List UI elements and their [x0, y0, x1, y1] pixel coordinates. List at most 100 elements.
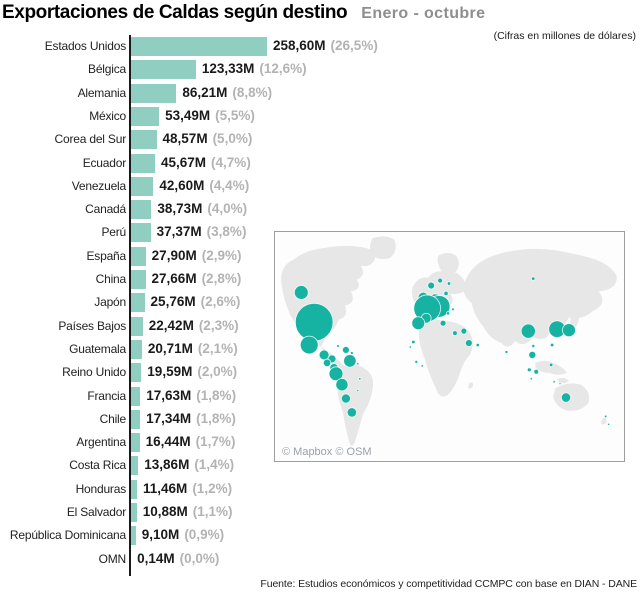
bar-row: República Dominicana 9,10M (0,9%)	[0, 524, 640, 547]
map-bubble-india	[504, 350, 509, 354]
bar-row: Guatemala 20,71M (2,1%)	[0, 338, 640, 361]
map-bubble-indonesia	[552, 380, 556, 384]
bar-label: Chile	[99, 411, 127, 426]
bar-percent: (4,7%)	[211, 154, 251, 170]
bar-value-group: 48,57M (5,0%)	[163, 131, 253, 146]
bar-row: España 27,90M (2,9%)	[0, 245, 640, 268]
map-bubble-guatemala	[318, 349, 330, 361]
bar-row: Perú 37,37M (3,8%)	[0, 221, 640, 244]
bar-value: 45,67M	[161, 154, 207, 170]
map-bubble-cuba	[336, 344, 340, 348]
world-map-svg	[281, 236, 617, 446]
bar-row: Costa Rica 13,86M (1,4%)	[0, 454, 640, 477]
bar-value-group: 45,67M (4,7%)	[161, 155, 251, 170]
bar	[131, 409, 141, 429]
map-bubble-suecia	[437, 277, 443, 284]
bar-value: 16,44M	[145, 434, 191, 450]
bar-value: 20,71M	[147, 340, 193, 356]
bar-percent: (2,1%)	[197, 340, 238, 356]
bar-value: 42,60M	[159, 177, 205, 193]
map-bubble-turquia	[460, 327, 468, 335]
bar	[131, 316, 143, 336]
map-bubble-estados-unidos	[294, 302, 334, 342]
page-title: Exportaciones de Caldas según destino	[2, 2, 348, 23]
bar	[131, 479, 138, 499]
bar-value: 0,14M	[137, 550, 175, 566]
bar	[131, 293, 145, 313]
subtitle-period: Enero - octubre	[361, 5, 486, 22]
bar-value: 38,73M	[157, 201, 203, 217]
map-bubble-chile	[340, 393, 351, 404]
bar-label: Francia	[87, 388, 126, 403]
bar-label: China	[95, 272, 127, 286]
map-bubble-argentina	[346, 407, 357, 418]
bar-label: Japón	[94, 295, 126, 310]
bar-value-group: 86,21M (8,8%)	[182, 85, 272, 100]
bar	[131, 60, 196, 80]
bar-row: Honduras 11,46M (1,2%)	[0, 478, 640, 501]
bar-value-group: 22,42M (2,3%)	[149, 318, 239, 333]
bar-value: 22,42M	[148, 317, 194, 333]
bar-value-group: 42,60M (4,4%)	[159, 178, 249, 193]
bar-value: 25,76M	[150, 294, 196, 310]
bar-value: 53,49M	[165, 107, 211, 123]
bar-value-group: 37,37M (3,8%)	[157, 224, 247, 239]
bar-value: 10,88M	[142, 504, 188, 519]
bar-percent: (2,3%)	[198, 317, 239, 333]
map-bubble-canada	[293, 285, 309, 300]
map-bubble-africa-occidental	[408, 345, 412, 349]
map-bubble-tailandia	[526, 367, 532, 373]
bar-row: Canadá 38,73M (4,0%)	[0, 198, 640, 221]
bar	[131, 106, 160, 126]
bar-percent: (2,6%)	[200, 294, 241, 310]
bar-value-group: 27,90M (2,9%)	[152, 248, 242, 263]
map-attribution[interactable]: © Mapbox © OSM	[280, 446, 374, 458]
map-bubble-malasia	[529, 377, 533, 381]
bar-row: Alemania 86,21M (8,8%)	[0, 82, 640, 105]
bar	[131, 339, 142, 359]
bar-value-group: 25,76M (2,6%)	[151, 294, 241, 309]
map-bubble-israel	[464, 339, 473, 347]
bar-percent: (1,8%)	[196, 387, 237, 403]
map-bubble-grecia	[452, 330, 458, 336]
bar-row: China 27,66M (2,8%)	[0, 268, 640, 291]
bar-row: Chile 17,34M (1,8%)	[0, 408, 640, 431]
bar-row: Argentina 16,44M (1,7%)	[0, 431, 640, 454]
bar	[131, 433, 140, 453]
bar-percent: (2,8%)	[201, 271, 242, 286]
bar	[131, 526, 136, 546]
bar-row: Bélgica 123,33M (12,6%)	[0, 58, 640, 81]
bar-percent: (5,5%)	[215, 107, 255, 123]
bar-percent: (2,0%)	[197, 364, 238, 380]
bar-value: 123,33M	[201, 61, 255, 77]
bar-label: Guatemala	[69, 341, 126, 356]
bar-label: OMN	[98, 551, 127, 566]
bar-value-group: 10,88M (1,1%)	[143, 504, 233, 519]
map-bubble-taiwan	[549, 342, 555, 348]
bar-row: OMN 0,14M (0,0%)	[0, 548, 640, 571]
bar-label: Honduras	[75, 481, 127, 496]
bar-percent: (1,1%)	[192, 504, 233, 519]
map-bubble-ecuador	[328, 366, 344, 382]
bar	[131, 223, 151, 243]
map-bubble-espana	[411, 316, 426, 331]
bar-percent: (1,2%)	[192, 480, 233, 496]
map-bubble-vietnam	[533, 369, 540, 375]
bar-label: España	[86, 248, 127, 263]
map-bubble-noruega	[427, 281, 436, 290]
bar-percent: (0,9%)	[184, 527, 225, 543]
map-bubble-mexico	[299, 335, 319, 355]
map-bubble-peru	[335, 378, 349, 392]
map-bubble-europa-central	[445, 311, 451, 316]
map-bubble-italia	[439, 319, 447, 327]
bar-row: México 53,49M (5,5%)	[0, 105, 640, 128]
map-bubble-puerto-rico	[349, 351, 354, 355]
continents-layer	[281, 236, 617, 446]
map-bubble-africa-occidental-3	[420, 364, 424, 368]
bar-percent: (1,4%)	[194, 457, 235, 473]
bar	[131, 153, 156, 173]
bar-label: El Salvador	[66, 505, 126, 519]
bar-value-group: 20,71M (2,1%)	[148, 341, 238, 356]
bar-label: Corea del Sur	[54, 132, 127, 147]
bar-label: Costa Rica	[69, 458, 126, 473]
